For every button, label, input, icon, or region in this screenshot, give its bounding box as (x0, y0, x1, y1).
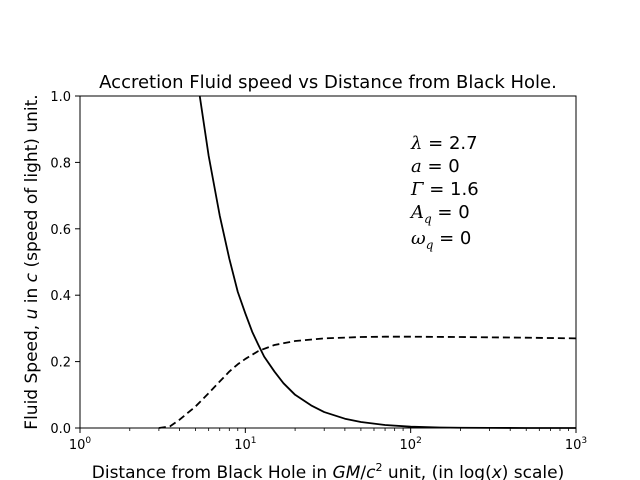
annotation-line: a = 0 (411, 156, 460, 177)
annotation-line: Γ = 1.6 (410, 179, 479, 200)
dashed-series-line (158, 335, 577, 429)
y-tick-label: 0.4 (50, 289, 71, 304)
data-series (158, 95, 577, 429)
x-axis-ticks: 100 101 102 103 (69, 428, 587, 453)
y-tick-label: 0.6 (50, 223, 71, 238)
x-axis-label: Distance from Black Hole in GM/c2 unit, … (92, 461, 565, 480)
solid-series-line (198, 95, 577, 429)
y-tick-label: 0.8 (50, 156, 71, 171)
y-tick-label: 0.0 (50, 422, 71, 437)
chart-title: Accretion Fluid speed vs Distance from B… (99, 72, 557, 93)
y-axis-ticks: 0.0 0.2 0.4 0.6 0.8 1.0 (50, 90, 80, 437)
y-tick-label: 0.2 (50, 356, 71, 371)
y-tick-label: 1.0 (50, 90, 71, 105)
x-tick-label: 101 (234, 436, 256, 453)
annotation-line: Aq = 0 (409, 202, 470, 226)
y-axis-label: Fluid Speed, u in c (speed of light) uni… (22, 94, 42, 429)
x-tick-label: 103 (565, 436, 587, 453)
parameter-annotations: λ = 2.7a = 0Γ = 1.6Aq = 0ωq = 0 (409, 133, 479, 252)
annotation-line: ωq = 0 (411, 228, 471, 252)
plot-area-frame (79, 95, 577, 429)
x-tick-label: 102 (400, 436, 422, 453)
annotation-line: λ = 2.7 (410, 133, 478, 154)
x-tick-label: 100 (69, 436, 92, 453)
